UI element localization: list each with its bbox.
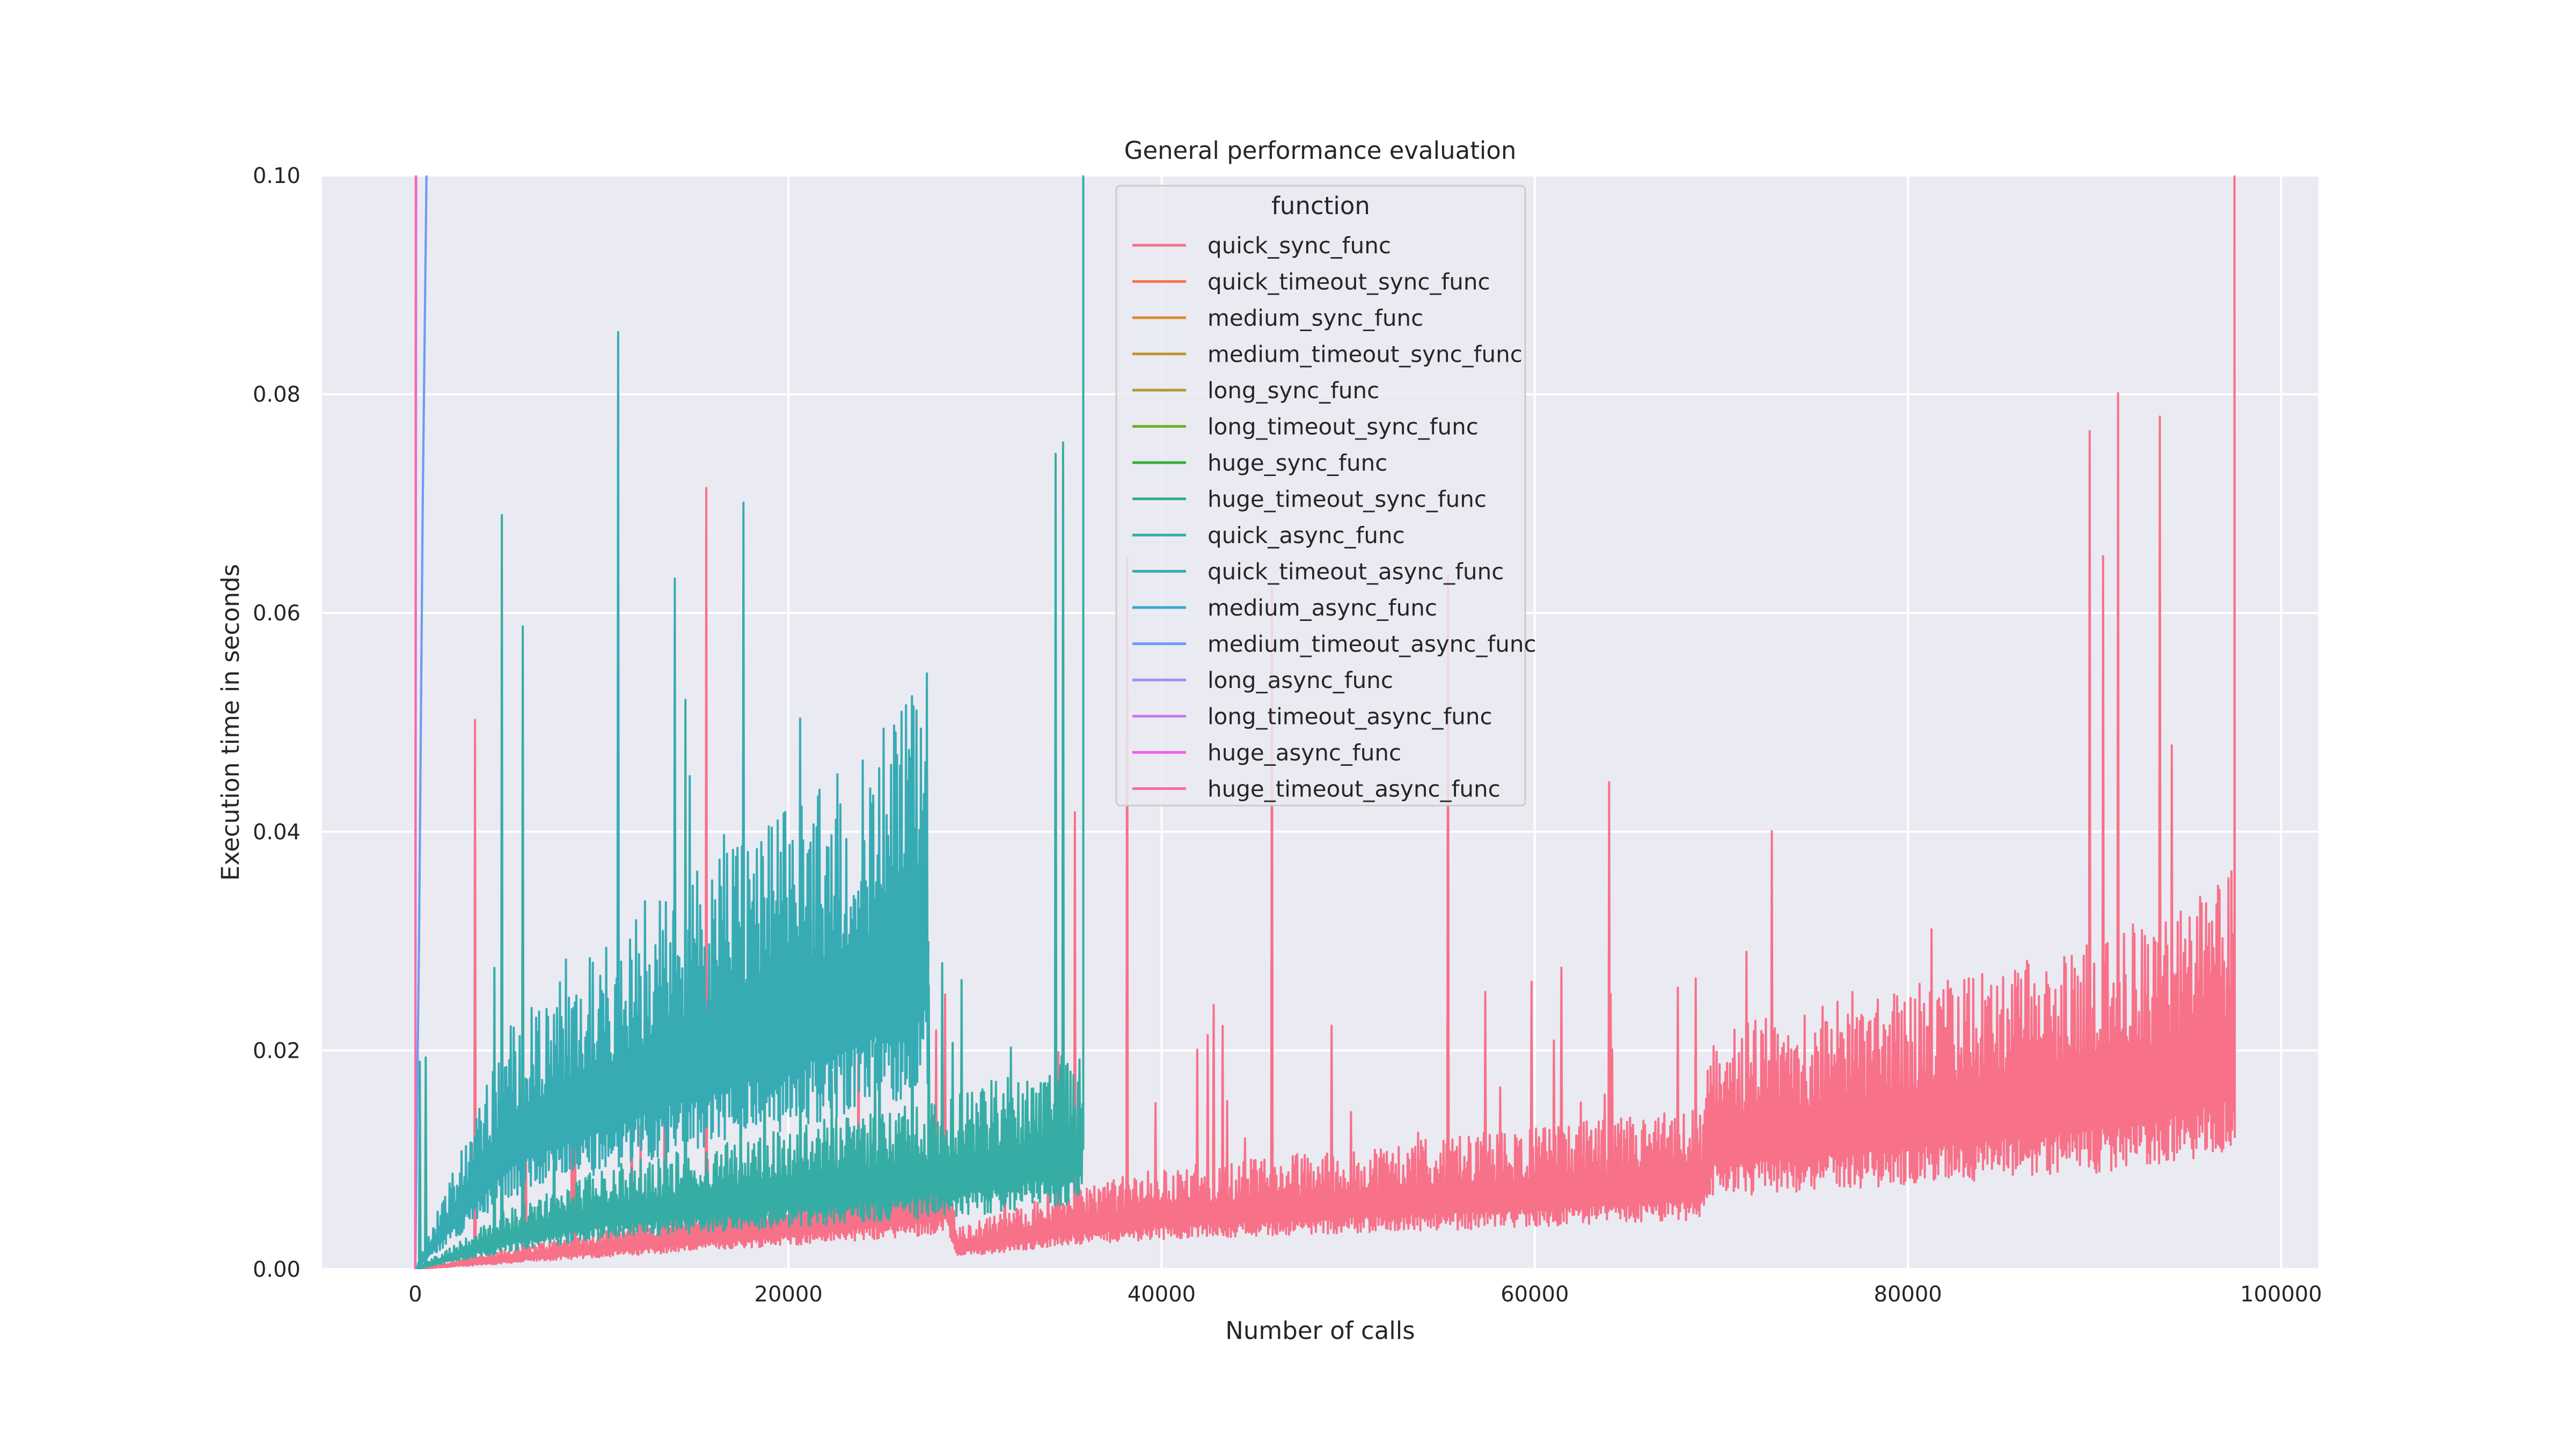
- legend-label: quick_async_func: [1208, 522, 1405, 548]
- legend-label: huge_timeout_sync_func: [1208, 486, 1487, 513]
- y-tick-label: 0.08: [253, 383, 301, 407]
- x-tick-label: 100000: [2240, 1282, 2322, 1307]
- x-axis-label: Number of calls: [1225, 1316, 1415, 1345]
- x-tick-label: 60000: [1501, 1282, 1569, 1307]
- x-tick-label: 40000: [1128, 1282, 1196, 1307]
- y-tick-labels: 0.00 0.02 0.04 0.06 0.08 0.10: [253, 164, 301, 1282]
- y-tick-label: 0.10: [253, 164, 301, 188]
- legend-label: huge_timeout_async_func: [1208, 776, 1501, 802]
- series-line: [415, 175, 1085, 1269]
- y-axis-label: Execution time in seconds: [216, 564, 245, 881]
- legend-label: medium_sync_func: [1208, 305, 1423, 331]
- legend-label: huge_async_func: [1208, 740, 1401, 766]
- legend-box: [1115, 185, 1526, 807]
- legend-label: medium_timeout_async_func: [1208, 631, 1536, 657]
- legend-label: quick_timeout_async_func: [1208, 559, 1504, 585]
- legend-label: long_sync_func: [1208, 377, 1379, 404]
- series-line: [415, 175, 2236, 1269]
- legend-label: long_async_func: [1208, 667, 1393, 693]
- x-tick-label: 0: [408, 1282, 422, 1307]
- y-tick-label: 0.02: [253, 1038, 301, 1063]
- x-tick-label: 20000: [755, 1282, 823, 1307]
- series-line: [414, 175, 417, 1269]
- series-line: [414, 175, 428, 1269]
- legend-label: long_timeout_async_func: [1208, 704, 1492, 730]
- legend-label: medium_timeout_sync_func: [1208, 341, 1523, 368]
- legend-title: function: [1271, 192, 1370, 220]
- legend-label: long_timeout_sync_func: [1208, 414, 1479, 440]
- y-tick-label: 0.04: [253, 820, 301, 845]
- legend-label: huge_sync_func: [1208, 450, 1387, 476]
- x-tick-labels: 0 20000 40000 60000 80000 100000: [408, 1282, 2322, 1307]
- legend-label: medium_async_func: [1208, 595, 1437, 621]
- series-group: [414, 175, 2236, 1269]
- y-tick-label: 0.00: [253, 1257, 301, 1282]
- chart-title: General performance evaluation: [1124, 136, 1517, 165]
- y-tick-label: 0.06: [253, 601, 301, 626]
- series-line: [414, 331, 930, 1269]
- legend-label: quick_sync_func: [1208, 232, 1391, 259]
- x-tick-label: 80000: [1874, 1282, 1942, 1307]
- legend-label: quick_timeout_sync_func: [1208, 269, 1490, 295]
- legend: function quick_sync_func quick_timeout_sy…: [1115, 185, 1536, 807]
